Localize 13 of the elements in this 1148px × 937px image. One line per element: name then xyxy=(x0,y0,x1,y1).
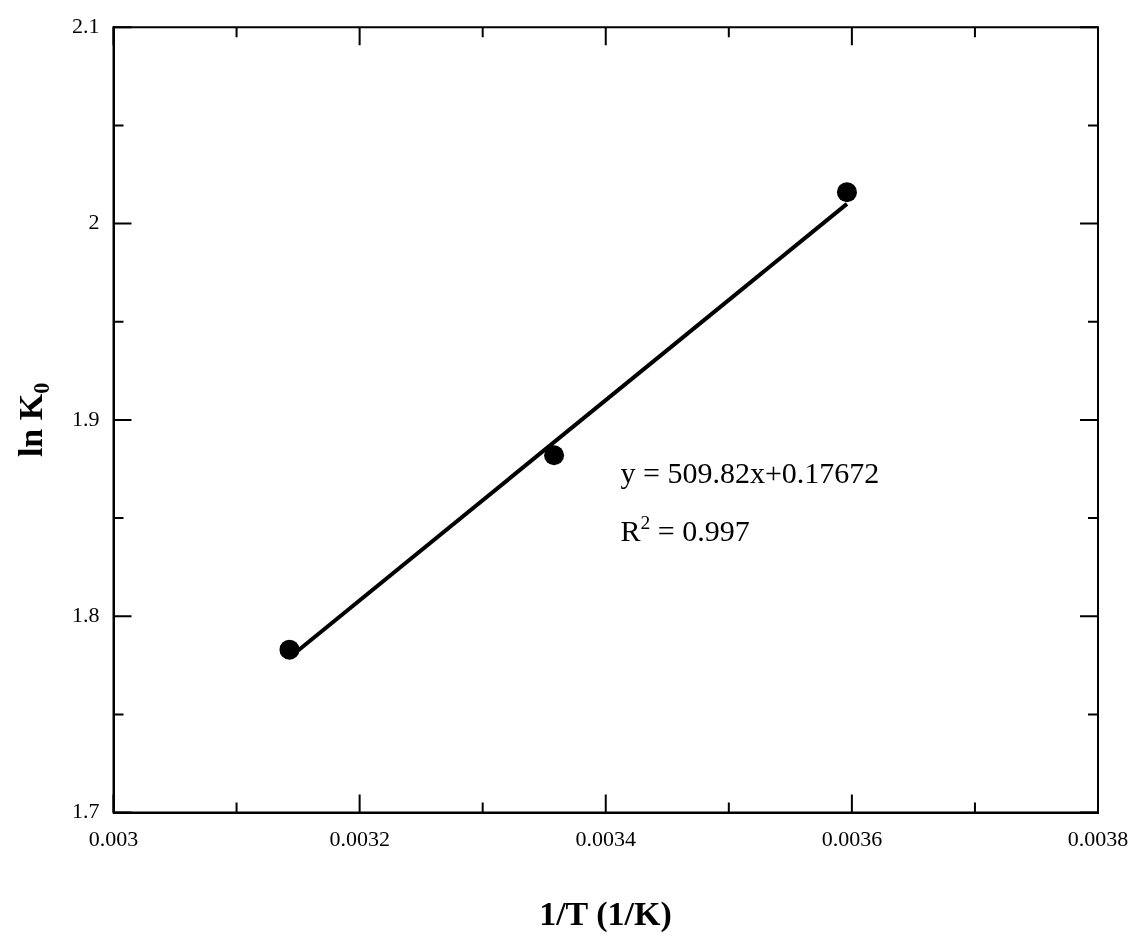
y-axis-title: ln K0 xyxy=(12,382,55,458)
y-tick-label: 2.1 xyxy=(72,12,100,38)
y-tick-label: 1.7 xyxy=(72,798,100,824)
x-axis-title: 1/T (1/K) xyxy=(539,895,672,933)
x-tick-label: 0.003 xyxy=(88,825,139,851)
y-tick-label: 2 xyxy=(88,209,100,235)
y-tick-label: 1.9 xyxy=(72,405,100,431)
annotation: y = 509.82x+0.17672 xyxy=(620,455,880,489)
x-tick-label: 0.0036 xyxy=(821,825,883,851)
x-tick-label: 0.0032 xyxy=(329,825,390,851)
y-tick-label: 1.8 xyxy=(72,602,100,628)
x-tick-label: 0.0038 xyxy=(1067,825,1129,851)
x-tick-label: 0.0034 xyxy=(575,825,636,851)
